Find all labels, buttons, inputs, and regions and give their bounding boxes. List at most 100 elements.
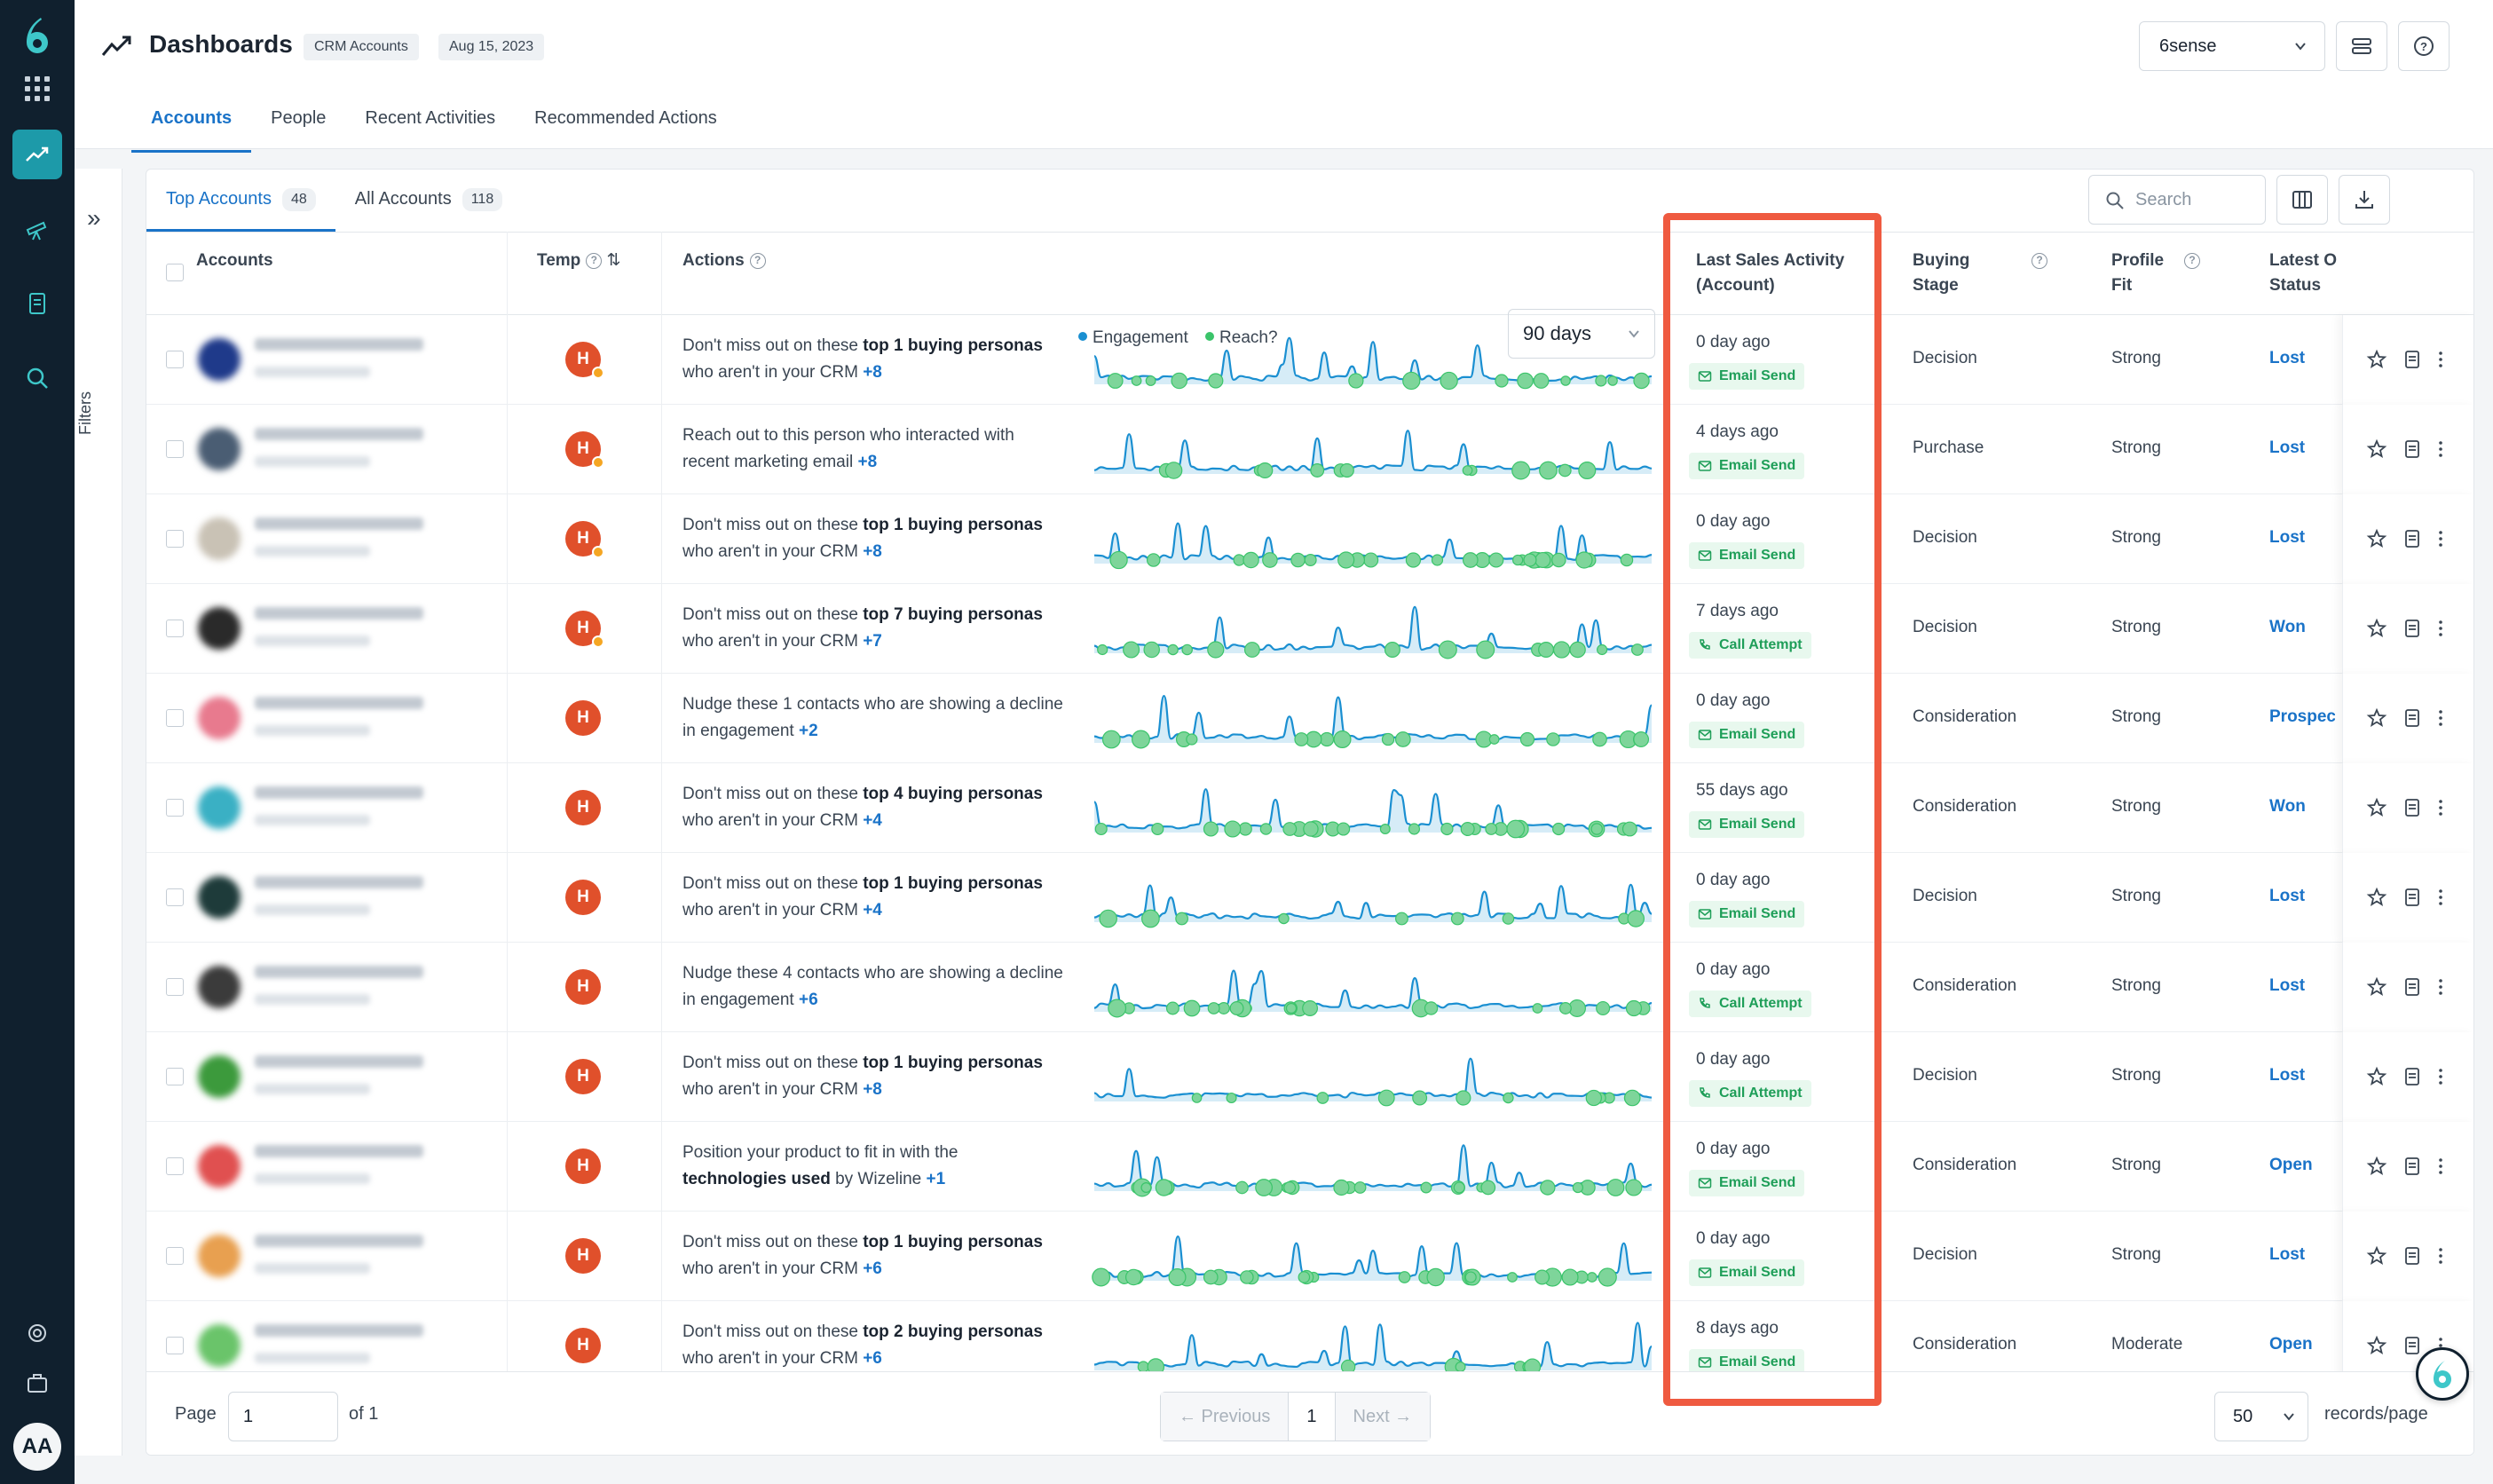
current-page-button[interactable]: 1 [1288,1393,1336,1441]
help-button[interactable]: ? [2398,21,2450,71]
more-vertical-icon[interactable] [2430,707,2451,729]
table-row[interactable]: H Don't miss out on these top 7 buying pe… [146,584,2473,674]
more-actions-link[interactable]: +7 [863,632,882,651]
help-icon[interactable]: ? [586,253,603,269]
row-checkbox[interactable] [166,888,184,906]
more-actions-link[interactable]: +8 [863,1080,882,1099]
star-icon[interactable] [2366,707,2387,729]
toolbox-nav-button[interactable] [12,1358,62,1408]
opportunity-status-link[interactable]: Won [2269,618,2306,636]
notes-icon[interactable] [2402,887,2423,908]
col-latest-status[interactable]: Latest O Status [2269,233,2340,316]
account-name-redacted[interactable] [255,1055,423,1068]
star-icon[interactable] [2366,797,2387,818]
col-profile-fit[interactable]: Profile Fit [2111,233,2164,316]
telescope-nav-button[interactable] [12,204,62,254]
star-icon[interactable] [2366,349,2387,370]
more-actions-link[interactable]: +1 [926,1170,946,1188]
opportunity-status-link[interactable]: Prospec [2269,707,2335,726]
opportunity-status-link[interactable]: Lost [2269,1245,2306,1264]
col-actions[interactable]: Actions? [682,233,766,316]
more-vertical-icon[interactable] [2430,618,2451,639]
row-checkbox[interactable] [166,530,184,548]
col-temp[interactable]: Temp? ⇅ [537,233,620,316]
table-row[interactable]: H Don't miss out on these top 1 buying pe… [146,1032,2473,1122]
opportunity-status-link[interactable]: Won [2269,797,2306,816]
account-name-redacted[interactable] [255,697,423,709]
table-row[interactable]: H Nudge these 1 contacts who are showing … [146,674,2473,763]
notes-icon[interactable] [2402,707,2423,729]
columns-button[interactable] [2276,175,2328,225]
download-button[interactable] [2339,175,2390,225]
reports-nav-button[interactable] [12,279,62,328]
tab-recent-activities[interactable]: Recent Activities [365,108,496,128]
table-row[interactable]: H Don't miss out on these top 1 buying pe… [146,1212,2473,1301]
col-accounts[interactable]: Accounts [196,251,273,270]
opportunity-status-link[interactable]: Lost [2269,528,2306,547]
account-name-redacted[interactable] [255,428,423,440]
col-buying-stage[interactable]: Buying Stage [1913,233,1969,316]
records-per-page-select[interactable]: 50 [2214,1392,2308,1441]
more-actions-link[interactable]: +4 [863,901,882,920]
star-icon[interactable] [2366,976,2387,998]
notes-icon[interactable] [2402,1245,2423,1267]
notes-icon[interactable] [2402,618,2423,639]
notes-icon[interactable] [2402,1156,2423,1177]
tab-recommended-actions[interactable]: Recommended Actions [534,108,717,128]
account-name-redacted[interactable] [255,1235,423,1247]
account-name-redacted[interactable] [255,517,423,530]
table-row[interactable]: H Don't miss out on these top 1 buying pe… [146,315,2473,405]
more-vertical-icon[interactable] [2430,1066,2451,1087]
fit-help-icon[interactable]: ? [2179,233,2200,316]
more-actions-link[interactable]: +8 [863,542,882,561]
opportunity-status-link[interactable]: Lost [2269,976,2306,995]
table-row[interactable]: H Don't miss out on these top 1 buying pe… [146,494,2473,584]
star-icon[interactable] [2366,1335,2387,1356]
opportunity-status-link[interactable]: Open [2269,1335,2313,1354]
account-name-redacted[interactable] [255,966,423,978]
notes-icon[interactable] [2402,797,2423,818]
app-grid-icon[interactable] [25,76,50,101]
stage-help-icon[interactable]: ? [2026,233,2047,316]
table-row[interactable]: H Reach out to this person who interacted… [146,405,2473,494]
subtab-all-accounts[interactable]: All Accounts 118 [335,170,522,232]
more-vertical-icon[interactable] [2430,887,2451,908]
help-icon[interactable]: ? [749,253,766,269]
filters-panel-toggle[interactable]: » Filters [75,169,122,1456]
subtab-top-accounts[interactable]: Top Accounts 48 [146,170,335,232]
notes-icon[interactable] [2402,976,2423,998]
star-icon[interactable] [2366,887,2387,908]
row-checkbox[interactable] [166,620,184,637]
layout-settings-button[interactable] [2336,21,2387,71]
row-checkbox[interactable] [166,1157,184,1175]
expand-filters-icon[interactable]: » [87,204,101,232]
more-vertical-icon[interactable] [2430,1156,2451,1177]
account-name-redacted[interactable] [255,607,423,620]
star-icon[interactable] [2366,1066,2387,1087]
table-row[interactable]: H Don't miss out on these top 1 buying pe… [146,853,2473,943]
select-all-checkbox[interactable] [166,233,184,316]
more-vertical-icon[interactable] [2430,349,2451,370]
sixsense-logo-icon[interactable] [20,16,55,59]
dashboards-nav-button[interactable] [12,130,62,179]
col-last-sales-activity[interactable]: Last Sales Activity (Account) [1696,233,1844,316]
opportunity-status-link[interactable]: Lost [2269,1066,2306,1085]
more-vertical-icon[interactable] [2430,797,2451,818]
more-actions-link[interactable]: +8 [863,363,882,382]
more-actions-link[interactable]: +6 [799,991,818,1009]
row-checkbox[interactable] [166,709,184,727]
notes-icon[interactable] [2402,1066,2423,1087]
opportunity-status-link[interactable]: Lost [2269,887,2306,905]
more-actions-link[interactable]: +8 [857,453,878,471]
star-icon[interactable] [2366,438,2387,460]
opportunity-status-link[interactable]: Open [2269,1156,2313,1174]
notes-icon[interactable] [2402,1335,2423,1356]
tab-accounts[interactable]: Accounts [131,92,252,153]
user-avatar[interactable]: AA [13,1423,61,1471]
notes-icon[interactable] [2402,438,2423,460]
opportunity-status-link[interactable]: Lost [2269,349,2306,367]
more-actions-link[interactable]: +6 [863,1349,882,1368]
star-icon[interactable] [2366,618,2387,639]
row-checkbox[interactable] [166,351,184,368]
star-icon[interactable] [2366,1156,2387,1177]
